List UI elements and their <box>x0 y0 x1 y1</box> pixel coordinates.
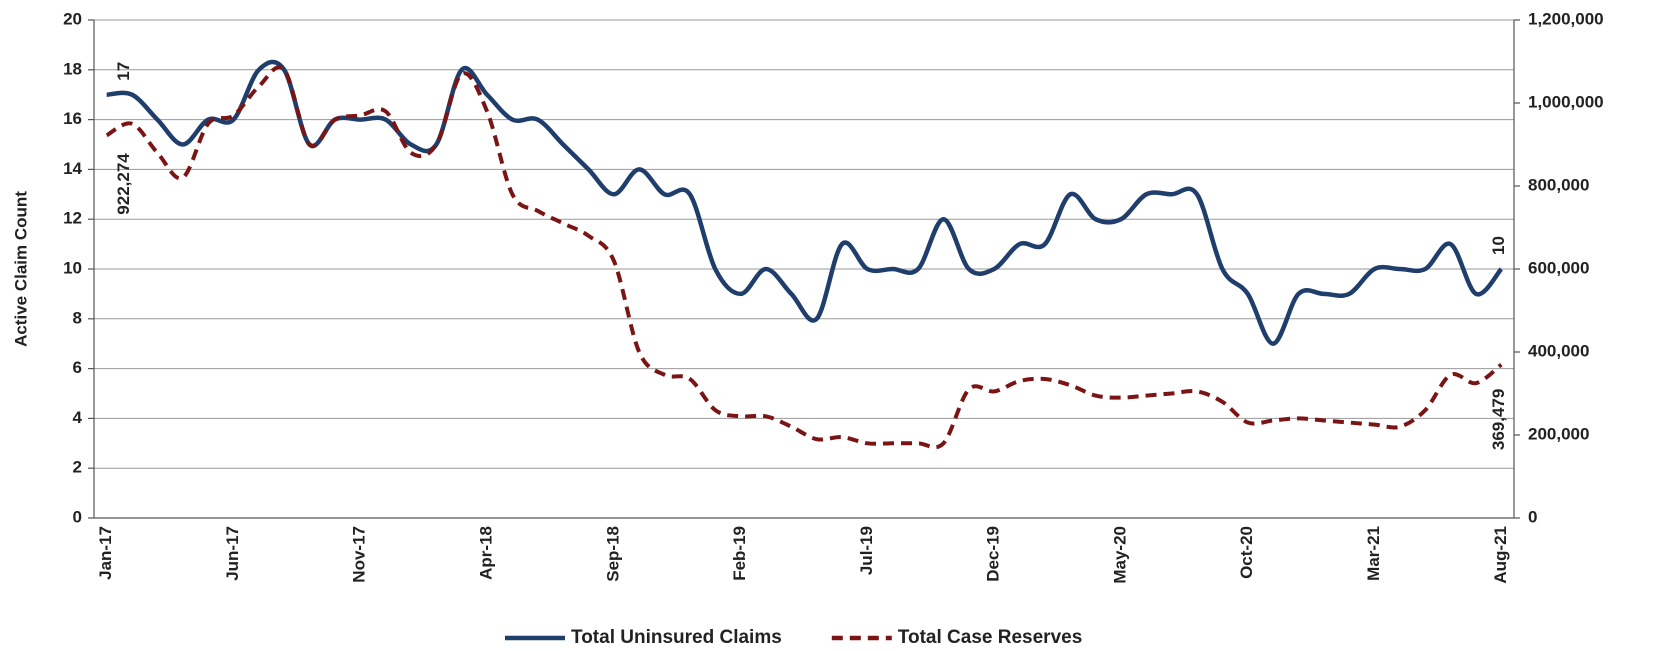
y2-tick-label: 1,000,000 <box>1528 92 1604 111</box>
y-tick-label: 14 <box>63 159 82 178</box>
x-tick-label: Jul-19 <box>857 526 876 575</box>
x-tick-label: Feb-19 <box>730 526 749 581</box>
x-tick-label: Dec-19 <box>984 526 1003 582</box>
series-line <box>106 59 1504 346</box>
x-tick-label: Jun-17 <box>223 526 242 581</box>
x-tick-label: Apr-18 <box>477 526 496 580</box>
y-tick-label: 8 <box>73 308 82 327</box>
data-label: 17 <box>114 62 133 81</box>
x-tick-label: May-20 <box>1110 526 1129 584</box>
x-tick-label: Sep-18 <box>603 526 622 582</box>
x-tick-label: Jan-17 <box>96 526 115 580</box>
y-tick-label: 12 <box>63 209 82 228</box>
y-tick-label: 20 <box>63 9 82 28</box>
y2-tick-label: 1,200,000 <box>1528 9 1604 28</box>
y2-tick-label: 400,000 <box>1528 341 1589 360</box>
y-tick-label: 4 <box>73 408 83 427</box>
x-tick-label: Nov-17 <box>350 526 369 583</box>
legend-label: Total Case Reserves <box>898 627 1082 648</box>
y2-tick-label: 800,000 <box>1528 175 1589 194</box>
data-label: 10 <box>1489 236 1508 255</box>
y-tick-label: 18 <box>63 59 82 78</box>
y2-tick-label: 600,000 <box>1528 258 1589 277</box>
y-tick-label: 6 <box>73 358 82 377</box>
data-label: 922,274 <box>114 153 133 215</box>
x-tick-label: Oct-20 <box>1237 526 1256 579</box>
x-tick-label: Mar-21 <box>1364 526 1383 581</box>
y-tick-label: 16 <box>63 109 82 128</box>
y2-tick-label: 0 <box>1528 507 1537 526</box>
y-tick-label: 0 <box>73 507 82 526</box>
x-tick-label: Aug-21 <box>1491 526 1510 584</box>
y-axis-title: Active Claim Count <box>11 191 30 347</box>
legend-label: Total Uninsured Claims <box>571 627 782 648</box>
y-tick-label: 10 <box>63 258 82 277</box>
series-line <box>105 65 1503 450</box>
y-tick-label: 2 <box>73 458 82 477</box>
y2-tick-label: 200,000 <box>1528 424 1589 443</box>
data-label: 369,479 <box>1489 389 1508 450</box>
